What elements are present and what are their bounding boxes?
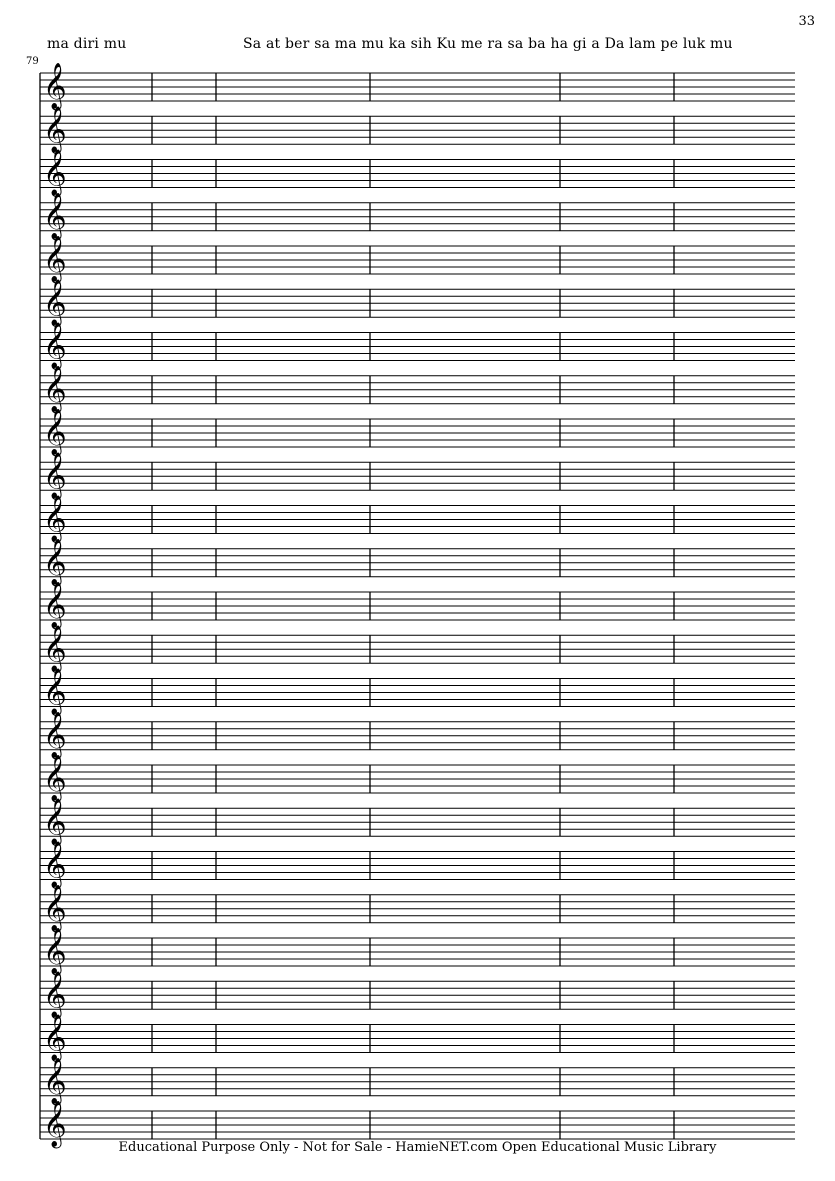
treble-clef-icon: 𝄞	[43, 842, 67, 890]
treble-clef-icon: 𝄞	[43, 366, 67, 414]
footer-copyright: Educational Purpose Only - Not for Sale …	[118, 1140, 717, 1155]
treble-clef-icon: 𝄞	[43, 798, 67, 846]
treble-clef-icon: 𝄞	[43, 669, 67, 717]
treble-clef-icon: 𝄞	[43, 539, 67, 587]
treble-clef-icon: 𝄞	[43, 323, 67, 371]
treble-clef-icon: 𝄞	[43, 452, 67, 500]
treble-clef-icon: 𝄞	[43, 712, 67, 760]
treble-clef-icon: 𝄞	[43, 496, 67, 544]
lyrics-line-segment: ma diri mu	[47, 36, 127, 52]
treble-clef-icon: 𝄞	[43, 971, 67, 1019]
treble-clef-icon: 𝄞	[43, 409, 67, 457]
treble-clef-icon: 𝄞	[43, 625, 67, 673]
measure-number: 79	[26, 56, 39, 67]
treble-clef-icon: 𝄞	[43, 1058, 67, 1106]
treble-clef-icon: 𝄞	[43, 1101, 67, 1149]
page-number: 33	[798, 14, 815, 29]
treble-clef-icon: 𝄞	[43, 150, 67, 198]
treble-clef-icon: 𝄞	[43, 193, 67, 241]
treble-clef-icon: 𝄞	[43, 63, 67, 111]
lyrics-line-segment: Sa at ber sa ma mu ka sih Ku me ra sa ba…	[243, 36, 733, 52]
treble-clef-icon: 𝄞	[43, 755, 67, 803]
treble-clef-icon: 𝄞	[43, 279, 67, 327]
treble-clef-icon: 𝄞	[43, 1015, 67, 1063]
treble-clef-icon: 𝄞	[43, 106, 67, 154]
treble-clef-icon: 𝄞	[43, 885, 67, 933]
treble-clef-icon: 𝄞	[43, 928, 67, 976]
treble-clef-icon: 𝄞	[43, 236, 67, 284]
treble-clef-icon: 𝄞	[43, 582, 67, 630]
